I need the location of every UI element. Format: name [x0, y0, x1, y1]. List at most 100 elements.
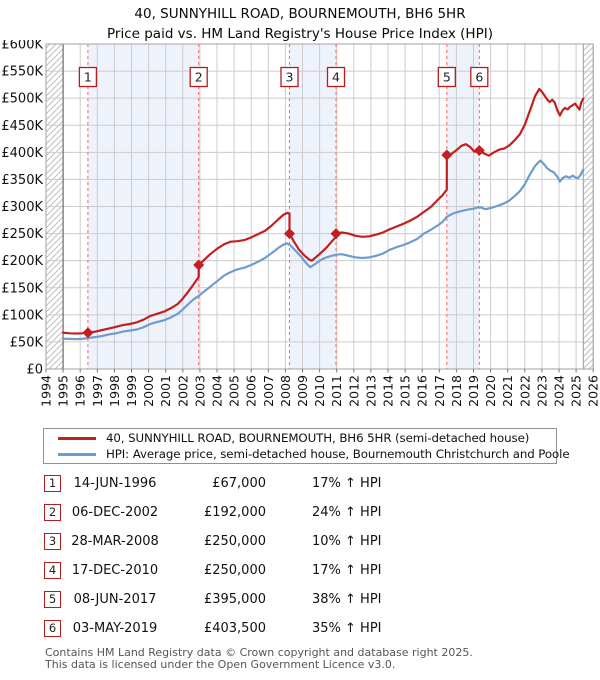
sale-date: 08-JUN-2017: [73, 591, 157, 607]
x-axis-label: 1999: [124, 375, 139, 407]
x-axis-label: 2005: [227, 375, 242, 407]
y-axis-label: £0: [26, 363, 43, 378]
sale-number-box-label: 3: [286, 70, 294, 85]
page-subtitle: Price paid vs. HM Land Registry's House …: [107, 26, 493, 42]
x-axis-label: 2000: [141, 375, 156, 407]
sale-point-marker: [193, 259, 205, 271]
x-axis-label: 2002: [175, 375, 190, 407]
sale-date: 03-MAY-2019: [72, 620, 158, 636]
sale-number-box-label: 2: [195, 70, 203, 85]
x-axis-label: 2011: [329, 375, 344, 407]
legend-line-hpi-icon: [58, 452, 96, 456]
sale-point-marker: [473, 144, 485, 156]
y-axis-label: £150K: [1, 281, 43, 296]
sale-point-marker: [82, 327, 94, 339]
x-axis-label: 1998: [107, 375, 122, 407]
sale-point-marker: [330, 228, 342, 240]
table-row: 5 08-JUN-2017 £395,000 38% ↑ HPI: [0, 590, 600, 611]
sale-hpi-delta: 17% ↑ HPI: [312, 476, 382, 491]
y-axis-label: £50K: [10, 335, 44, 350]
sale-number-box-label: 5: [443, 70, 451, 85]
x-axis-label: 2007: [261, 375, 276, 407]
sale-number-box-label: 6: [475, 70, 483, 85]
table-row: 6 03-MAY-2019 £403,500 35% ↑ HPI: [0, 619, 600, 640]
sale-number-box: [470, 66, 489, 88]
footer-line-1: Contains HM Land Registry data © Crown c…: [45, 646, 473, 659]
y-axis-label: £200K: [1, 254, 43, 269]
y-axis-label: £500K: [1, 92, 43, 107]
x-axis-label: 2001: [158, 375, 173, 407]
x-axis-label: 2017: [432, 375, 447, 407]
y-axis-label: £600K: [1, 40, 43, 53]
table-row: 4 17-DEC-2010 £250,000 17% ↑ HPI: [0, 561, 600, 582]
sale-number-box: [78, 66, 98, 88]
x-axis-label: 2019: [466, 375, 481, 407]
x-axis-label: 2026: [586, 375, 600, 407]
legend-label: HPI: Average price, semi-detached house,…: [106, 447, 570, 461]
sale-number-badge: 1: [44, 475, 61, 492]
x-axis-label: 2021: [500, 375, 515, 407]
x-axis-label: 2020: [483, 375, 498, 407]
x-axis-label: 2010: [312, 375, 327, 407]
sale-number-box: [326, 66, 346, 88]
sale-number-badge: 6: [44, 619, 61, 637]
sale-date: 17-DEC-2010: [71, 562, 159, 578]
sale-price: £395,000: [203, 591, 266, 607]
y-axis-label: £300K: [1, 200, 43, 215]
x-axis-label: 2014: [381, 375, 396, 407]
x-axis-label: 1996: [73, 375, 88, 407]
y-axis-label: £400K: [1, 146, 43, 161]
x-axis-label: 2023: [534, 375, 549, 407]
chart-legend: 40, SUNNYHILL ROAD, BOURNEMOUTH, BH6 5HR…: [43, 428, 570, 464]
y-axis-label: £450K: [1, 119, 43, 134]
license-footer: Contains HM Land Registry data © Crown c…: [45, 647, 585, 670]
price-chart: 1 2 3 4 5 6 £0 £50K £100K £150K £200K £250K £300K £35…: [1, 40, 600, 407]
sale-number-badge: 5: [44, 590, 61, 608]
sale-hpi-delta: 24% ↑ HPI: [312, 504, 382, 520]
x-axis-label: 2015: [398, 375, 413, 407]
sale-price: £250,000: [203, 562, 266, 578]
sale-price: £403,500: [203, 620, 266, 636]
sale-hpi-delta: 10% ↑ HPI: [312, 533, 382, 549]
legend-label: 40, SUNNYHILL ROAD, BOURNEMOUTH, BH6 5HR…: [106, 431, 530, 445]
sale-date: 28-MAR-2008: [71, 533, 159, 549]
chart-header: 40, SUNNYHILL ROAD, BOURNEMOUTH, BH6 5HR…: [0, 4, 600, 44]
x-axis-label: 1997: [90, 375, 105, 407]
x-axis-label: 1995: [56, 375, 71, 407]
sale-number-badge: 2: [44, 503, 61, 521]
legend-line-price-icon: [58, 436, 96, 440]
sale-price: £192,000: [203, 504, 266, 520]
sale-hpi-delta: 35% ↑ HPI: [312, 620, 382, 636]
sale-date: 14-JUN-1996: [73, 476, 157, 491]
legend-row: 40, SUNNYHILL ROAD, BOURNEMOUTH, BH6 5HR…: [44, 430, 556, 446]
sale-price: £67,000: [212, 476, 266, 491]
legend-row: HPI: Average price, semi-detached house,…: [44, 446, 570, 462]
sale-number-box: [189, 66, 208, 88]
price-paid-line: [61, 87, 585, 335]
table-row: 3 28-MAR-2008 £250,000 10% ↑ HPI: [0, 532, 600, 553]
sale-number-box: [280, 66, 299, 88]
x-axis-label: 2003: [192, 375, 207, 407]
sale-number-box: [437, 66, 456, 88]
x-axis-label: 2006: [244, 375, 259, 407]
x-axis-label: 2018: [449, 375, 464, 407]
sale-number-box-label: 1: [84, 70, 92, 85]
sale-number-box-label: 4: [332, 70, 340, 85]
sale-hpi-delta: 38% ↑ HPI: [312, 591, 382, 607]
x-axis-label: 2024: [552, 375, 567, 407]
x-axis-label: 2008: [278, 375, 293, 407]
sale-number-badge: 4: [44, 561, 61, 579]
sale-hpi-delta: 17% ↑ HPI: [312, 562, 382, 578]
y-axis-label: £350K: [1, 173, 43, 188]
x-axis-label: 2016: [415, 375, 430, 407]
sale-point-marker: [284, 228, 296, 240]
x-axis-label: 2025: [569, 375, 584, 407]
y-axis-label: £100K: [1, 308, 43, 323]
x-axis-label: 2022: [517, 375, 532, 407]
sale-date: 06-DEC-2002: [71, 504, 159, 520]
x-axis-label: 2009: [295, 375, 310, 407]
page-title: 40, SUNNYHILL ROAD, BOURNEMOUTH, BH6 5HR: [134, 6, 466, 22]
footer-line-2: This data is licensed under the Open Gov…: [45, 657, 396, 671]
x-axis-label: 2013: [363, 375, 378, 407]
hpi-line: [61, 159, 585, 341]
